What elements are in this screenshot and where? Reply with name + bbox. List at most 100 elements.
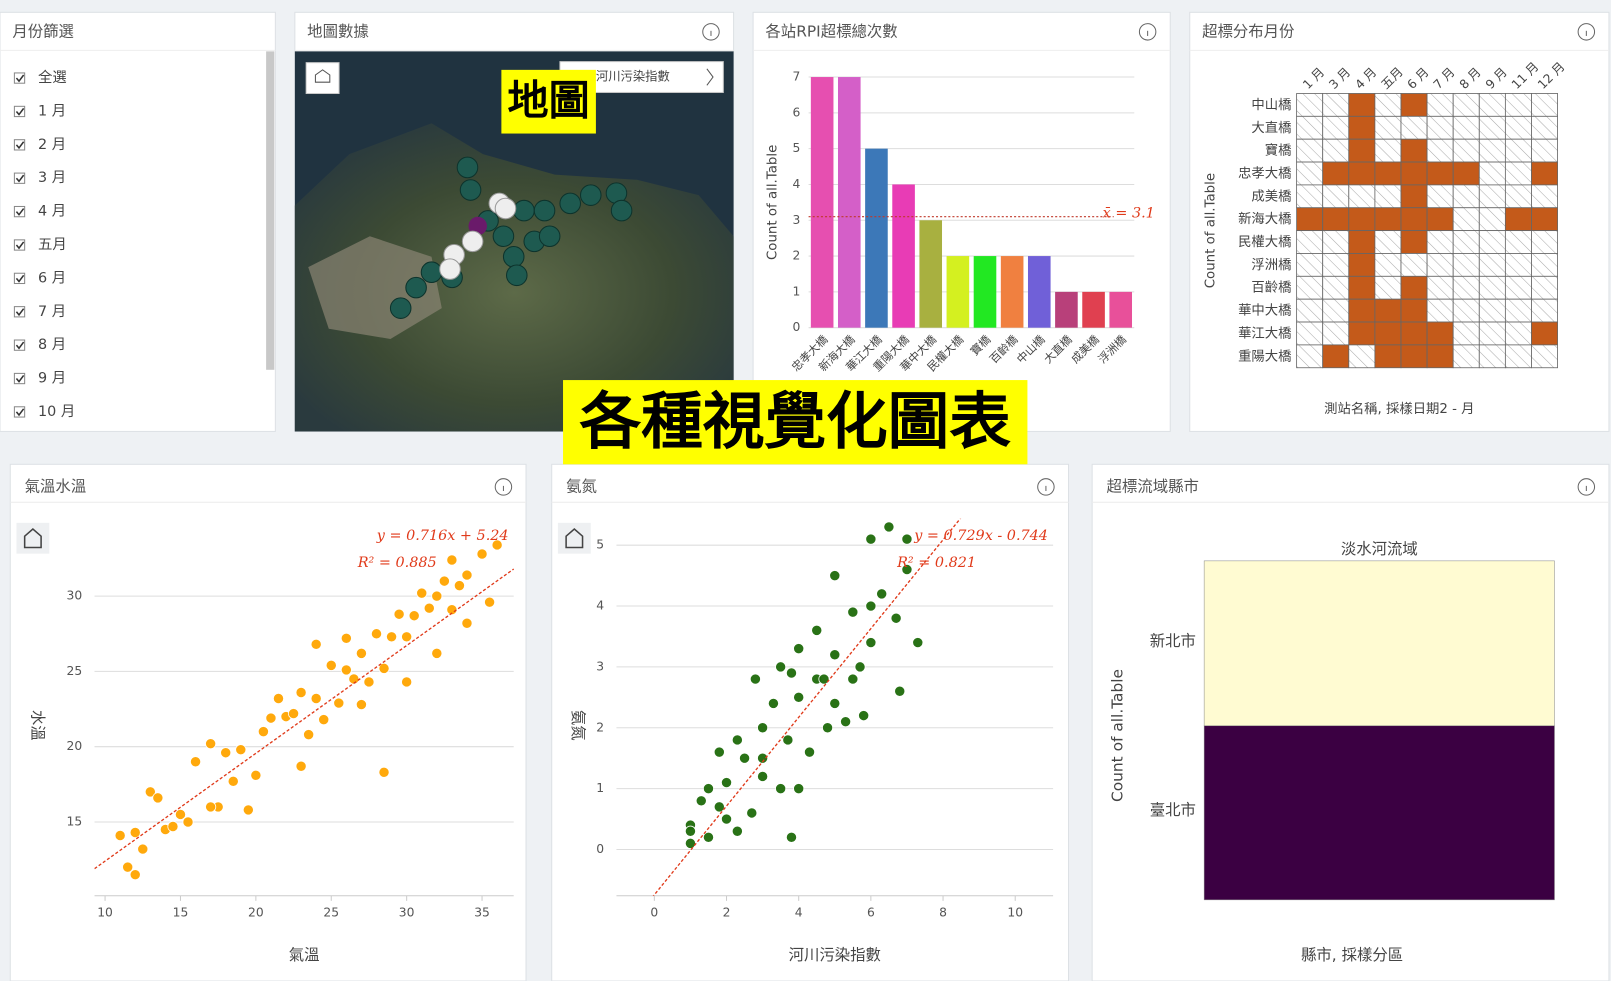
cell[interactable]	[1348, 253, 1376, 277]
cell[interactable]	[1531, 298, 1558, 323]
cell[interactable]	[1400, 298, 1428, 323]
info-icon[interactable]	[1577, 478, 1596, 496]
cell[interactable]	[1478, 344, 1506, 369]
cell[interactable]	[1348, 344, 1376, 369]
point[interactable]	[757, 722, 769, 734]
checkbox[interactable]	[13, 339, 26, 351]
cell[interactable]	[1531, 230, 1558, 254]
cell[interactable]	[1400, 321, 1428, 346]
point[interactable]	[793, 643, 805, 655]
cell[interactable]	[1478, 298, 1506, 323]
point[interactable]	[167, 820, 179, 833]
point[interactable]	[257, 726, 269, 738]
point[interactable]	[901, 563, 913, 576]
cell[interactable]	[1400, 207, 1428, 232]
point[interactable]	[416, 587, 428, 599]
point[interactable]	[303, 729, 315, 741]
cell[interactable]	[1452, 184, 1480, 209]
cell[interactable]	[1426, 184, 1454, 209]
checkbox[interactable]	[13, 72, 26, 84]
filter-item[interactable]: 8 月	[38, 337, 66, 353]
point[interactable]	[818, 673, 830, 685]
point[interactable]	[912, 637, 924, 649]
point[interactable]	[310, 638, 322, 650]
cell[interactable]	[1296, 115, 1324, 140]
home-button[interactable]	[557, 522, 591, 554]
cell[interactable]	[1426, 253, 1454, 277]
cell[interactable]	[1426, 115, 1454, 140]
info-icon[interactable]	[1037, 478, 1055, 496]
cell[interactable]	[1374, 230, 1402, 254]
point[interactable]	[333, 697, 345, 709]
point[interactable]	[476, 548, 488, 560]
cell[interactable]	[1296, 184, 1324, 209]
point[interactable]	[746, 807, 758, 819]
point[interactable]	[174, 808, 187, 820]
point[interactable]	[355, 698, 367, 711]
point[interactable]	[901, 533, 913, 545]
cell[interactable]	[1400, 230, 1428, 254]
cell[interactable]	[1348, 275, 1376, 300]
cell[interactable]	[1504, 184, 1532, 209]
cell[interactable]	[1478, 138, 1506, 163]
point[interactable]	[122, 861, 134, 873]
mosaic-cell[interactable]	[1203, 560, 1555, 727]
cell[interactable]	[1452, 230, 1480, 254]
cell[interactable]	[1426, 321, 1454, 346]
cell[interactable]	[1426, 344, 1454, 369]
cell[interactable]	[1374, 184, 1402, 209]
cell[interactable]	[1504, 93, 1532, 117]
point[interactable]	[363, 676, 375, 688]
point[interactable]	[205, 738, 217, 750]
checkbox[interactable]	[13, 172, 26, 184]
point[interactable]	[378, 766, 390, 778]
filter-item[interactable]: 2 月	[38, 137, 66, 153]
checkbox[interactable]	[13, 239, 26, 251]
cell[interactable]	[1322, 115, 1350, 140]
cell[interactable]	[1452, 93, 1480, 117]
cell[interactable]	[1322, 230, 1350, 254]
point[interactable]	[205, 801, 217, 813]
cell[interactable]	[1296, 93, 1324, 117]
bar[interactable]	[1000, 256, 1024, 328]
cell[interactable]	[1322, 275, 1350, 300]
checkbox[interactable]	[13, 139, 26, 151]
point[interactable]	[272, 692, 285, 705]
point[interactable]	[401, 676, 413, 688]
point[interactable]	[401, 631, 413, 643]
cell[interactable]	[1504, 207, 1532, 232]
cell[interactable]	[1531, 115, 1558, 140]
point[interactable]	[318, 714, 330, 726]
point[interactable]	[295, 686, 307, 699]
cell[interactable]	[1322, 253, 1350, 277]
cell[interactable]	[1374, 344, 1402, 369]
point[interactable]	[767, 697, 779, 709]
point[interactable]	[865, 533, 877, 545]
bar[interactable]	[919, 220, 943, 328]
point[interactable]	[446, 604, 458, 616]
cell[interactable]	[1374, 115, 1402, 140]
cell[interactable]	[1296, 298, 1324, 323]
cell[interactable]	[1452, 298, 1480, 323]
cell[interactable]	[1504, 344, 1532, 369]
cell[interactable]	[1452, 207, 1480, 232]
point[interactable]	[378, 662, 390, 674]
point[interactable]	[386, 631, 398, 643]
filter-item[interactable]: 9 月	[38, 371, 66, 387]
point[interactable]	[242, 804, 254, 816]
cell[interactable]	[1504, 253, 1532, 277]
point[interactable]	[340, 632, 352, 644]
point[interactable]	[250, 769, 262, 781]
point[interactable]	[182, 816, 194, 828]
bar[interactable]	[1055, 291, 1078, 328]
home-button[interactable]	[16, 522, 50, 554]
point[interactable]	[288, 708, 300, 720]
cell[interactable]	[1504, 275, 1532, 300]
point[interactable]	[295, 760, 307, 772]
bar[interactable]	[1082, 291, 1105, 328]
cell[interactable]	[1531, 344, 1558, 369]
cell[interactable]	[1374, 161, 1402, 186]
cell[interactable]	[1478, 207, 1506, 232]
cell[interactable]	[1322, 344, 1350, 369]
cell[interactable]	[1504, 138, 1532, 163]
